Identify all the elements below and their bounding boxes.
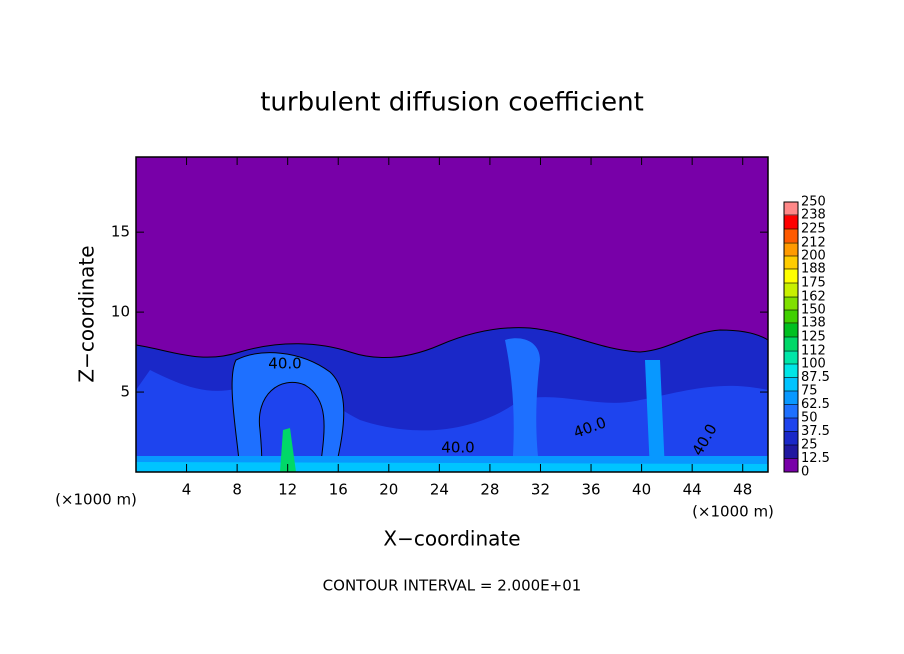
colorbar-tick-label: 100 [801,357,826,372]
contour-label: 40.0 [268,355,301,373]
colorbar-tick-label: 125 [801,330,826,345]
x-tick-label: 4 [182,481,192,499]
colorbar-tick-label: 25 [801,438,818,453]
plot-frame [135,156,769,473]
colorbar-tick-label: 112 [801,344,826,359]
x-tick-label: 8 [232,481,242,499]
x-tick-label: 44 [683,481,702,499]
colorbar-band [784,202,798,216]
colorbar-tick-label: 162 [801,290,826,305]
colorbar-tick-label: 175 [801,276,826,291]
colorbar-band [784,391,798,405]
colorbar-band [784,458,798,472]
x-tick-label: 36 [581,481,600,499]
colorbar-band [784,215,798,229]
colorbar-tick-label: 0 [801,465,809,480]
colorbar-band [784,269,798,283]
y-axis-label: Z−coordinate [75,245,99,382]
colorbar-band [784,418,798,432]
colorbar-band [784,242,798,256]
x-tick-label: 20 [379,481,398,499]
colorbar-band [784,377,798,391]
y-tick-label: 10 [111,303,130,321]
colorbar-tick-label: 37.5 [801,424,830,439]
colorbar-tick-label: 75 [801,384,818,399]
x-unit-label: (×1000 m) [692,503,774,521]
colorbar-tick-label: 138 [801,315,826,330]
field [135,157,769,473]
field-region [280,428,296,472]
footer: CONTOUR INTERVAL = 2.000E+01 [323,577,582,595]
x-unit-label: (×1000 m) [55,491,137,509]
colorbar-band [784,283,798,297]
colorbar-tick-label: 238 [801,207,826,222]
colorbar-band [784,431,798,445]
colorbar-band [784,364,798,378]
colorbar-tick-label: 225 [801,222,826,237]
x-tick-label: 12 [278,481,297,499]
x-tick-label: 48 [733,481,752,499]
colorbar-band [784,404,798,418]
x-tick-label: 32 [531,481,550,499]
x-axis-label: X−coordinate [383,527,520,551]
x-tick-label: 16 [329,481,348,499]
x-tick-label: 24 [430,481,449,499]
colorbar-tick-label: 62.5 [801,397,830,412]
colorbar-band [784,323,798,337]
colorbar-tick-label: 188 [801,261,826,276]
colorbar-band [784,350,798,364]
field-region [136,370,768,472]
field-region [505,338,540,472]
colorbar-tick-label: 50 [801,411,818,426]
colorbar-tick-label: 250 [801,195,826,210]
x-tick-label: 40 [632,481,651,499]
field-region [645,360,665,472]
x-tick-label: 28 [480,481,499,499]
chart-title: turbulent diffusion coefficient [260,88,644,118]
colorbar-tick-label: 212 [801,236,826,251]
y-tick-label: 5 [120,383,130,401]
colorbar-band [784,296,798,310]
colorbar-tick-label: 87.5 [801,370,830,385]
colorbar-tick-label: 200 [801,249,826,264]
colorbar-band [784,229,798,243]
contour-label: 40.0 [441,439,474,457]
y-tick-label: 15 [111,223,130,241]
colorbar-band [784,310,798,324]
colorbar-band [784,337,798,351]
colorbar-tick-label: 12.5 [801,451,830,466]
colorbar-tick-label: 150 [801,303,826,318]
colorbar-band [784,445,798,459]
colorbar-band [784,256,798,270]
